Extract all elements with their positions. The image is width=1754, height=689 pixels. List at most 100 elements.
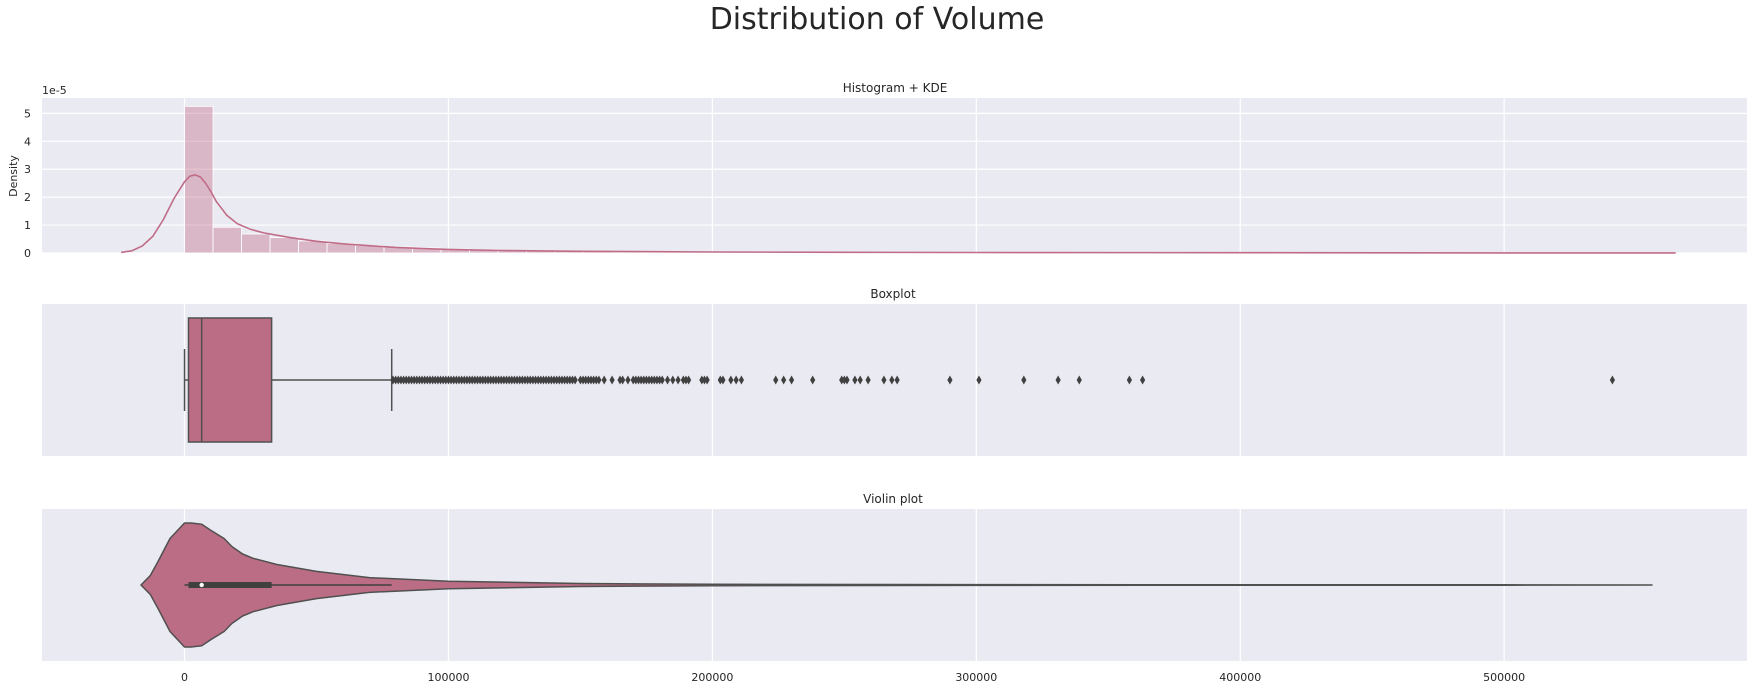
outlier-point [393,375,399,385]
histogram-panel: Histogram + KDE 0 1 2 3 4 5 1e-5 Density [7,81,1747,260]
outlier-point [427,375,433,385]
outlier-point [569,375,576,385]
x-tick-label: 0 [181,671,188,684]
x-tick-label: 200000 [691,671,733,684]
outlier-point [390,375,396,385]
violin-median [199,582,204,588]
outlier-point [654,375,660,385]
histogram-plot-area [42,98,1747,253]
outlier-point [1139,375,1146,385]
outlier-point [649,375,655,385]
outlier-point [1055,375,1061,385]
boxplot-title: Boxplot [870,287,916,301]
outlier-point [680,375,686,385]
outlier-point [416,375,423,385]
outlier-point [865,375,871,385]
outlier-point [1126,375,1132,385]
outlier-point [530,375,536,385]
outlier-point [704,375,710,385]
outlier-point [728,375,734,385]
outlier-point [445,375,452,385]
outlier-point [556,375,562,385]
outlier-point [514,375,520,385]
outlier-point [947,375,953,385]
outlier-point [490,375,496,385]
outlier-point [519,375,525,385]
outlier-point [577,375,584,385]
outlier-point [488,375,494,385]
outlier-point [540,375,547,385]
outlier-point [398,375,404,385]
outlier-point [395,375,401,385]
boxplot-marks [183,317,1615,443]
outlier-point [503,375,510,385]
violin-title: Violin plot [863,492,923,506]
outlier-point [717,375,723,385]
outlier-point [657,375,663,385]
outlier-point [686,375,692,385]
outlier-point [699,375,705,385]
outlier-point [852,375,858,385]
outlier-point [564,375,570,385]
outlier-point [720,375,726,385]
outlier-point [400,375,407,385]
outlier-point [609,375,615,385]
outlier-point [567,375,573,385]
histogram-bar [241,233,271,254]
outlier-point [701,375,708,385]
outlier-point [546,375,552,385]
outlier-point [532,375,539,385]
outlier-point [810,375,816,385]
outlier-point [459,375,465,385]
outlier-point [451,375,457,385]
outlier-point [493,375,499,385]
outlier-point [630,375,636,385]
outlier-point [651,375,657,385]
histogram-bar [212,226,242,254]
kde-curve [121,173,1676,254]
outlier-point [482,375,489,385]
outlier-point [527,375,533,385]
outlier-point [894,375,900,385]
outlier-point [670,375,676,385]
outlier-point [585,375,591,385]
outlier-point [844,375,850,385]
y-scale-label: 1e-5 [42,84,67,97]
outlier-point [456,375,462,385]
violin-inner-box [188,582,272,588]
y-tick-label: 0 [24,247,31,260]
outlier-point [430,375,436,385]
outlier-point [464,375,470,385]
outlier-point [469,375,475,385]
outlier-point [501,375,507,385]
outlier-point [466,375,473,385]
y-tick-label: 1 [24,219,31,232]
outlier-point [641,375,647,385]
outlier-point [506,375,512,385]
histogram-bar [269,237,299,254]
outlier-point [633,375,639,385]
outlier-point [675,375,681,385]
outlier-point [620,375,626,385]
outlier-point [509,375,515,385]
outlier-point [548,375,554,385]
outlier-point [733,375,739,385]
outlier-point [411,375,417,385]
outlier-point [857,375,863,385]
outlier-point [432,375,438,385]
y-tick-label: 4 [24,135,31,148]
outlier-point [424,375,430,385]
outlier-point [496,375,502,385]
outlier-point [543,375,549,385]
outlier-point [406,375,412,385]
outlier-point [422,375,428,385]
outlier-point [1609,375,1615,385]
outlier-point [461,375,467,385]
outlier-point [511,375,518,385]
outlier-point [443,375,449,385]
outlier-point [635,375,642,385]
y-axis-label: Density [7,155,20,197]
outlier-point [419,375,425,385]
histogram-title: Histogram + KDE [843,81,948,95]
outlier-point [580,375,586,385]
